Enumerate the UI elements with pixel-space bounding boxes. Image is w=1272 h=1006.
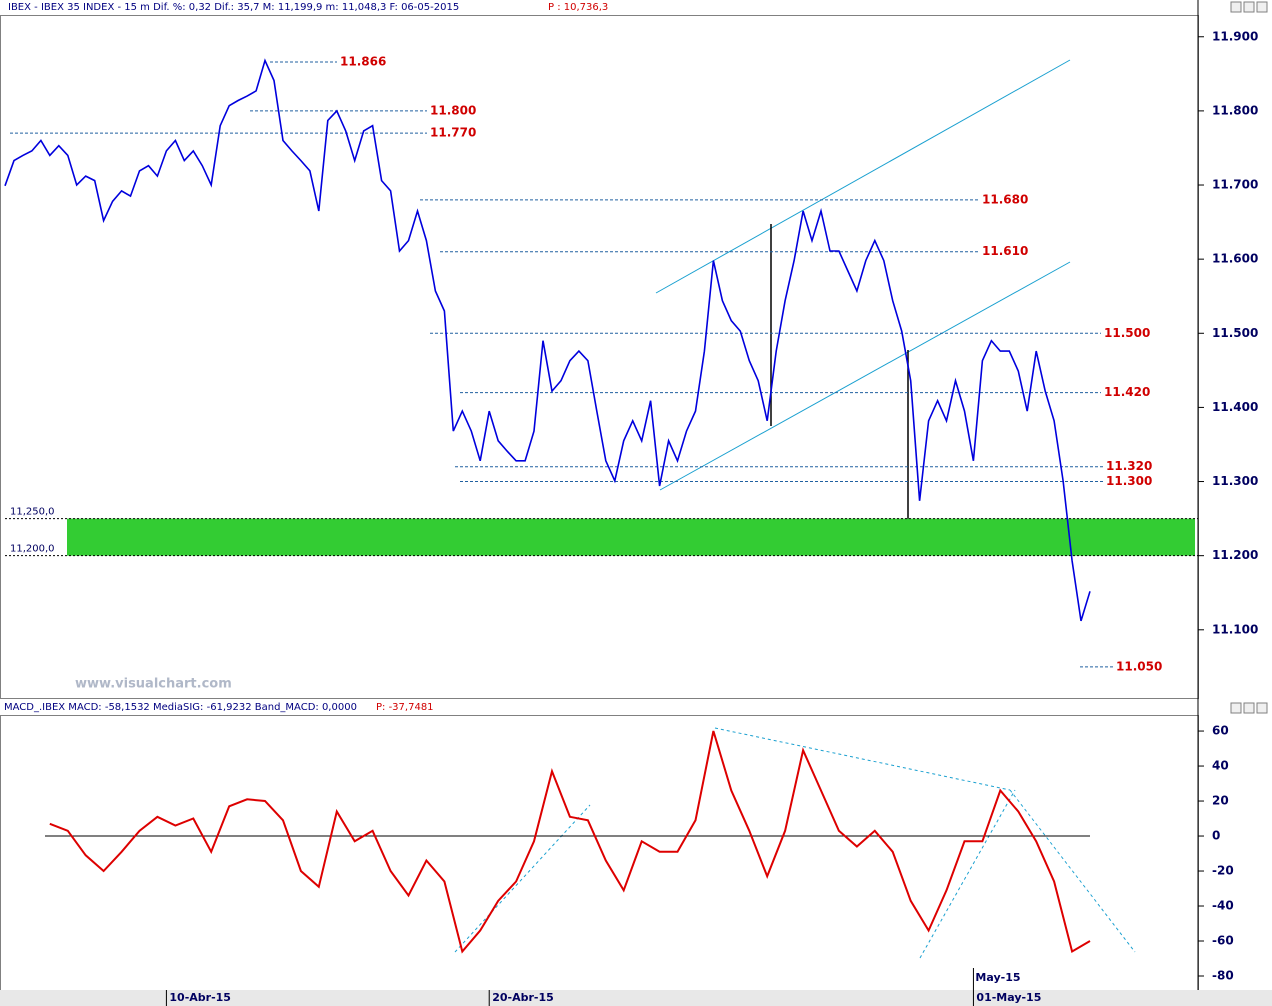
level-label: 11.050 <box>1116 659 1162 673</box>
y-tick-label: 11.400 <box>1212 400 1258 414</box>
y-tick-label: 11.800 <box>1212 103 1258 117</box>
maximize-button[interactable] <box>1243 1 1255 13</box>
x-tick-label: 20-Abr-15 <box>492 991 554 1004</box>
price-line <box>4 58 1091 622</box>
y-tick-label: 11.200 <box>1212 548 1258 562</box>
zone-label: 11,200,0 <box>10 544 55 555</box>
x-tick-label: 01-May-15 <box>976 991 1041 1004</box>
macd-trend-lines <box>454 727 1136 959</box>
level-label: 11.770 <box>430 126 476 140</box>
maximize-button[interactable] <box>1243 702 1255 714</box>
y-tick-label: 11.300 <box>1212 474 1258 488</box>
macd-line <box>49 730 1091 954</box>
y-tick-label: -20 <box>1212 864 1234 878</box>
plot-layer: 11,250,0 11,200,0 11.866 11.800 11.770 11.680… <box>4 29 1258 1006</box>
minimize-button[interactable] <box>1230 1 1242 13</box>
support-zone <box>67 518 1195 556</box>
date-strip <box>0 990 1272 1006</box>
close-button[interactable] <box>1256 702 1268 714</box>
minimize-button[interactable] <box>1230 702 1242 714</box>
y-tick-label: 20 <box>1212 794 1229 808</box>
y-tick-label: 11.100 <box>1212 622 1258 636</box>
level-label: 11.420 <box>1104 385 1150 399</box>
y-tick-label: 0 <box>1212 829 1220 843</box>
zone-label: 11,250,0 <box>10 507 55 518</box>
macd-header: MACD_.IBEX MACD: -58,1532 MediaSIG: -61,… <box>4 702 357 713</box>
price-header-p: P : 10,736,3 <box>548 2 608 13</box>
trend-channel <box>655 59 1071 491</box>
y-tick-label: -40 <box>1212 899 1234 913</box>
y-tick-label: 11.900 <box>1212 29 1258 43</box>
level-label: 11.500 <box>1104 326 1150 340</box>
level-label: 11.866 <box>340 54 386 68</box>
trend-line <box>659 261 1071 491</box>
close-button[interactable] <box>1256 1 1268 13</box>
y-tick-label: -60 <box>1212 934 1234 948</box>
trend-line <box>655 59 1071 294</box>
y-tick-label: 11.600 <box>1212 252 1258 266</box>
y-tick-label: -80 <box>1212 969 1234 983</box>
level-label: 11.800 <box>430 103 476 117</box>
watermark: www.visualchart.com <box>75 677 232 692</box>
y-tick-label: 11.700 <box>1212 178 1258 192</box>
y-tick-label: 60 <box>1212 724 1229 738</box>
level-label: 11.610 <box>982 244 1028 258</box>
level-label: 11.320 <box>1106 459 1152 473</box>
x-tick-label: 10-Abr-15 <box>169 991 231 1004</box>
macd-header-p: P: -37,7481 <box>376 702 434 713</box>
level-label: 11.300 <box>1106 474 1152 488</box>
y-tick-label: 11.500 <box>1212 326 1258 340</box>
window-buttons[interactable] <box>1230 1 1268 714</box>
level-label: 11.680 <box>982 192 1028 206</box>
y-tick-label: 40 <box>1212 759 1229 773</box>
price-header: IBEX - IBEX 35 INDEX - 15 m Dif. %: 0,32… <box>8 2 459 13</box>
x-tick-label: May-15 <box>975 971 1020 984</box>
